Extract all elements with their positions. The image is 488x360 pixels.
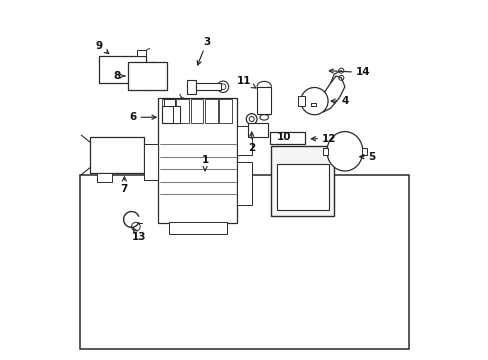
Bar xyxy=(169,222,226,234)
Bar xyxy=(204,99,217,123)
Bar xyxy=(257,87,271,114)
Bar xyxy=(298,96,304,107)
Bar xyxy=(172,107,180,123)
Text: 12: 12 xyxy=(311,134,335,144)
Text: 8: 8 xyxy=(113,71,125,81)
Bar xyxy=(137,50,145,56)
Ellipse shape xyxy=(338,75,343,80)
Text: 10: 10 xyxy=(276,132,290,142)
Bar xyxy=(128,62,167,90)
Bar xyxy=(80,175,408,348)
Text: 14: 14 xyxy=(328,67,369,77)
Ellipse shape xyxy=(332,137,357,166)
Bar xyxy=(237,162,251,205)
Bar xyxy=(176,99,188,123)
Bar xyxy=(90,137,144,173)
Ellipse shape xyxy=(338,68,343,73)
Text: 5: 5 xyxy=(359,152,375,162)
Bar xyxy=(187,80,196,94)
Bar xyxy=(162,107,180,123)
Ellipse shape xyxy=(300,87,327,115)
Ellipse shape xyxy=(246,114,257,125)
Ellipse shape xyxy=(340,147,348,156)
Ellipse shape xyxy=(326,132,362,171)
Bar xyxy=(323,148,328,155)
Text: 11: 11 xyxy=(237,76,256,88)
Text: 1: 1 xyxy=(201,155,208,171)
Bar xyxy=(219,99,231,123)
Ellipse shape xyxy=(217,81,228,93)
Ellipse shape xyxy=(249,117,254,122)
Bar xyxy=(162,99,174,123)
Bar xyxy=(196,83,221,90)
Bar xyxy=(361,148,366,155)
Text: 3: 3 xyxy=(197,37,210,65)
Bar xyxy=(276,164,328,211)
Text: 9: 9 xyxy=(96,41,108,54)
Bar xyxy=(163,99,174,107)
Text: 7: 7 xyxy=(121,177,128,194)
Text: 6: 6 xyxy=(129,112,156,122)
Ellipse shape xyxy=(277,150,286,159)
Text: 4: 4 xyxy=(330,96,348,106)
Ellipse shape xyxy=(220,84,225,90)
Ellipse shape xyxy=(286,150,295,159)
Ellipse shape xyxy=(280,153,284,157)
Bar xyxy=(158,98,237,223)
Bar xyxy=(144,144,158,180)
Text: 2: 2 xyxy=(247,132,255,153)
Bar xyxy=(97,173,112,182)
Ellipse shape xyxy=(304,91,324,111)
Text: 13: 13 xyxy=(131,228,145,242)
Bar xyxy=(99,56,145,83)
Bar xyxy=(310,103,316,107)
Bar xyxy=(271,146,333,216)
Ellipse shape xyxy=(260,114,268,120)
Bar xyxy=(190,99,203,123)
Bar xyxy=(247,123,267,137)
Bar xyxy=(269,132,305,144)
Bar xyxy=(237,126,251,155)
